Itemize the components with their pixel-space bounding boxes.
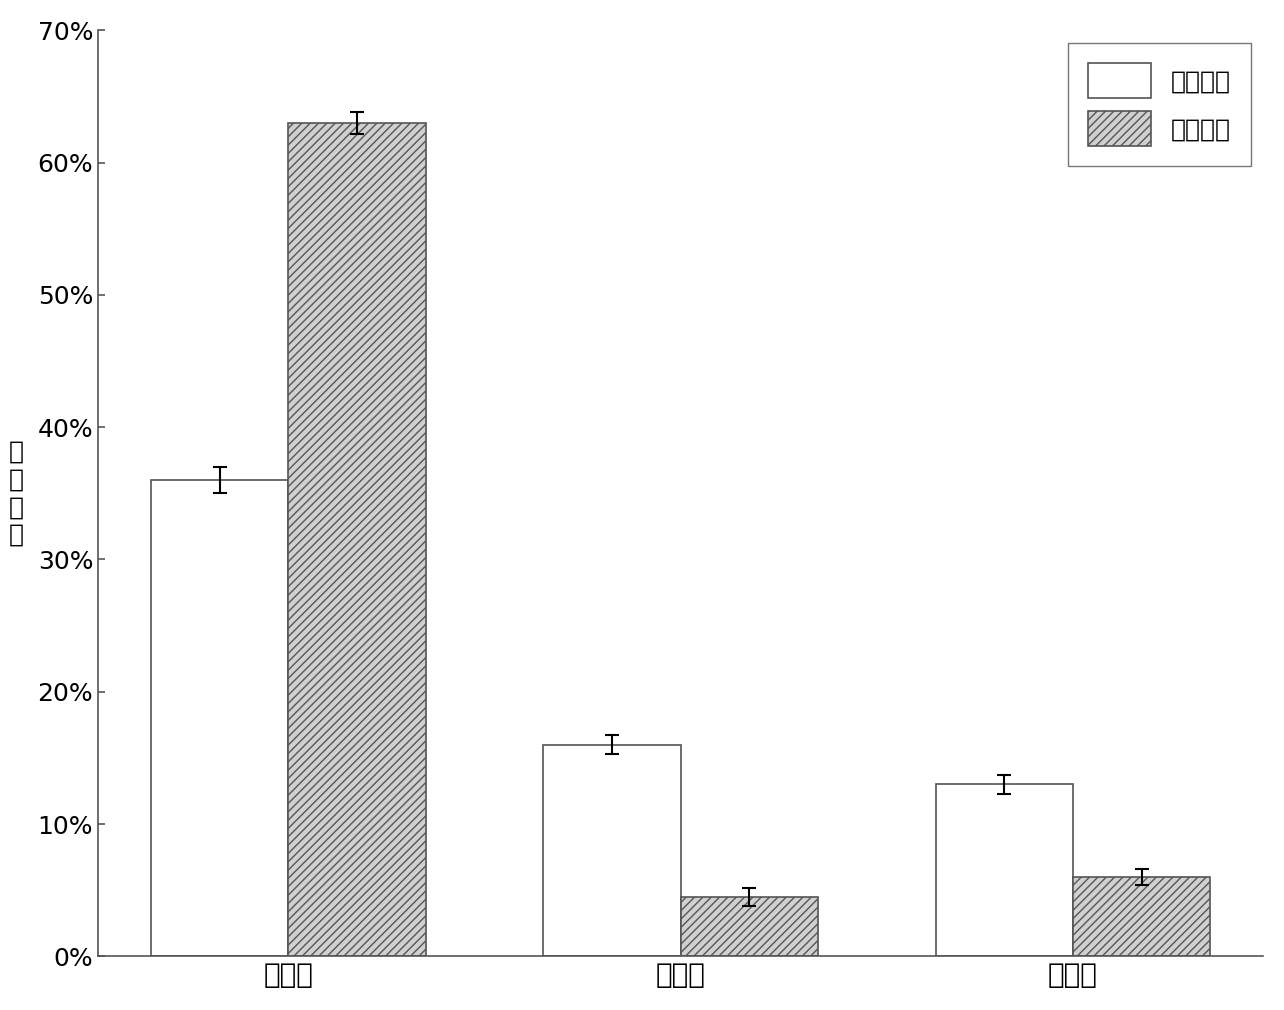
- Bar: [289, 123, 425, 956]
- Bar: [543, 744, 681, 956]
- Bar: [936, 785, 1073, 956]
- Y-axis label: 质
量
分
数: 质 量 分 数: [9, 439, 24, 547]
- Bar: [152, 480, 289, 956]
- Bar: [681, 897, 818, 956]
- Bar: [1073, 877, 1211, 956]
- Legend: 预处理前, 预处理后: 预处理前, 预处理后: [1068, 42, 1251, 166]
